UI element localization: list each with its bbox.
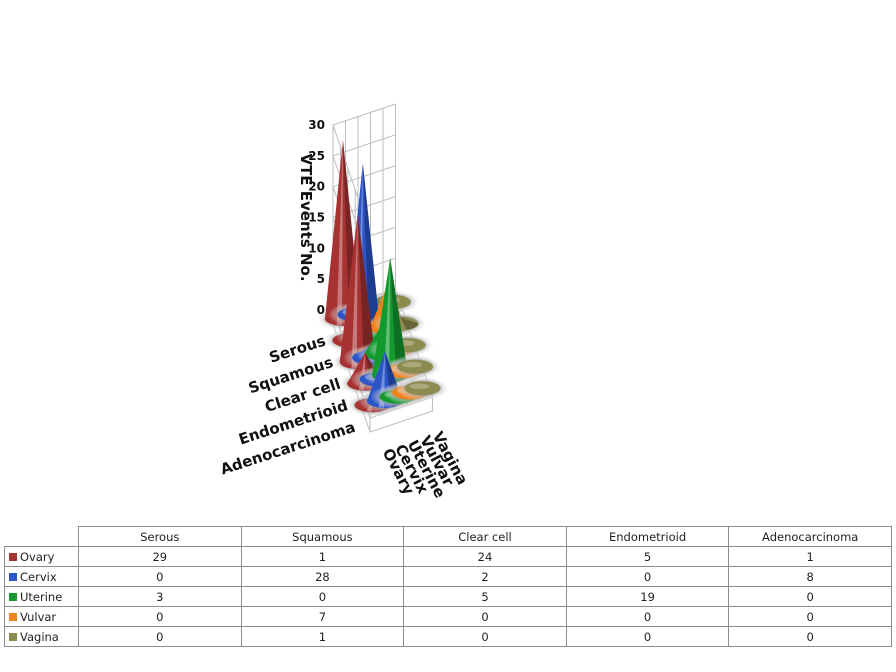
table-cell: 0	[403, 606, 567, 627]
row-header: Vulvar	[4, 606, 79, 627]
column-header: Squamous	[240, 526, 405, 547]
table-cell: 5	[565, 546, 730, 567]
table-cell: 0	[565, 626, 730, 647]
y-tick-label: 10	[308, 241, 325, 255]
cone-highlight	[351, 213, 358, 369]
row-header: Ovary	[4, 546, 79, 567]
cone-shade	[400, 317, 419, 330]
series-name: Vagina	[20, 629, 59, 644]
table-cell: 0	[728, 606, 892, 627]
table-cell: 8	[728, 566, 892, 587]
column-header: Endometrioid	[565, 526, 730, 547]
legend-swatch	[9, 592, 17, 601]
cone-shade	[390, 257, 409, 382]
row-header: Vagina	[4, 626, 79, 647]
series-name: Cervix	[20, 569, 57, 584]
y-tick-label: 25	[308, 149, 325, 163]
cone-highlight	[336, 139, 343, 326]
cone-highlight	[383, 257, 391, 382]
table-corner	[4, 526, 79, 547]
table-cell: 2	[403, 566, 567, 587]
y-tick-label: 30	[308, 118, 325, 132]
row-header: Uterine	[4, 586, 79, 607]
y-tick-label: 5	[317, 272, 325, 286]
table-row: Ovary 29 1 24 5 1	[4, 546, 892, 567]
cone-body	[372, 257, 409, 383]
table-cell: 0	[240, 586, 405, 607]
floor-edge	[369, 397, 433, 433]
cone-body	[339, 213, 376, 369]
table-cell: 24	[403, 546, 567, 567]
legend-swatch	[9, 572, 17, 581]
table-cell: 0	[78, 566, 242, 587]
table-cell: 0	[78, 626, 242, 647]
y-tick-label: 20	[308, 180, 325, 194]
cone-mark	[395, 376, 450, 401]
y-tick-label: 0	[317, 303, 325, 317]
cone-base-highlight	[402, 361, 423, 368]
table-cell: 19	[565, 586, 730, 607]
cone-shade	[357, 213, 376, 369]
cone-base-highlight	[409, 383, 430, 390]
cone-base	[397, 359, 434, 374]
table-row: Uterine 3 0 5 19 0	[4, 586, 892, 607]
series-name: Vulvar	[20, 609, 57, 624]
y-tick-label: 15	[308, 211, 325, 225]
table-cell: 1	[728, 546, 892, 567]
legend-swatch	[9, 612, 17, 621]
row-header: Cervix	[4, 566, 79, 587]
table-row: Vagina 0 1 0 0 0	[4, 626, 892, 647]
column-header: Adenocarcinoma	[728, 526, 892, 547]
table-cell: 7	[240, 606, 405, 627]
table-cell: 0	[565, 606, 730, 627]
table-row: Vulvar 0 7 0 0 0	[4, 606, 892, 627]
table-cell: 29	[78, 546, 242, 567]
column-header: Clear cell	[403, 526, 567, 547]
chart-marks	[315, 139, 450, 418]
table-cell: 1	[240, 546, 405, 567]
table-cell: 0	[728, 626, 892, 647]
cone-mark	[388, 354, 443, 379]
table-cell: 0	[728, 586, 892, 607]
table-header-row: Serous Squamous Clear cell Endometrioid …	[4, 526, 892, 547]
table-cell: 3	[78, 586, 242, 607]
cone-base	[404, 381, 441, 396]
table-cell: 0	[403, 626, 567, 647]
table-cell: 28	[240, 566, 405, 587]
legend-swatch	[9, 552, 17, 561]
table-cell: 0	[78, 606, 242, 627]
table-cell: 5	[403, 586, 567, 607]
table-cell: 1	[240, 626, 405, 647]
column-header: Serous	[78, 526, 242, 547]
cone-shade	[362, 163, 381, 343]
table-row: Cervix 0 28 2 0 8	[4, 566, 892, 587]
data-table: Serous Squamous Clear cell Endometrioid …	[4, 526, 892, 647]
series-name: Ovary	[20, 549, 55, 564]
legend-swatch	[9, 632, 17, 641]
y-axis-title: VTE Events No.	[297, 153, 315, 281]
series-name: Uterine	[20, 589, 63, 604]
table-cell: 0	[565, 566, 730, 587]
